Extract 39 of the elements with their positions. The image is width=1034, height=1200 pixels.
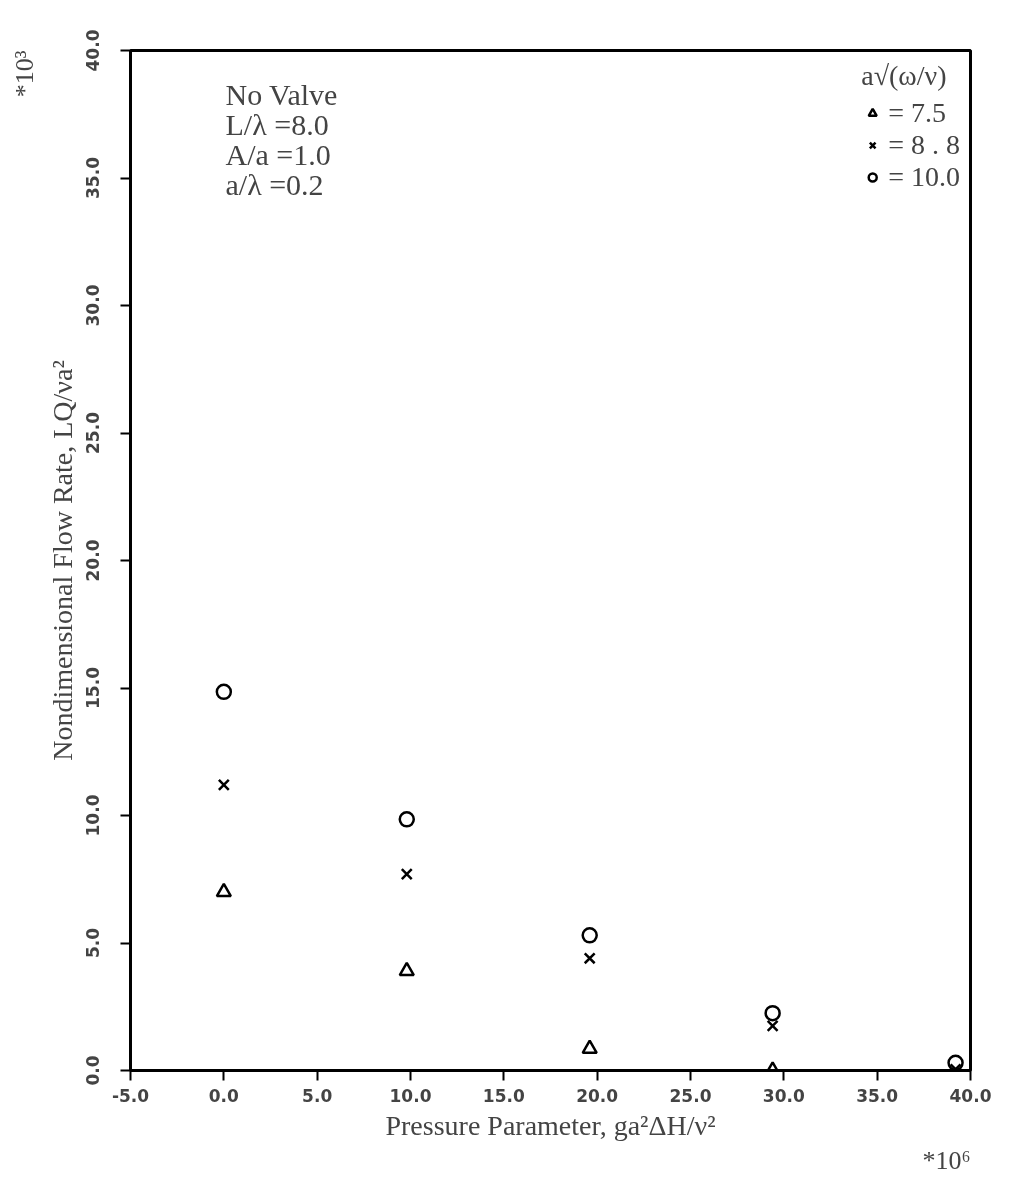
y-tick-label: 25.0 xyxy=(82,411,103,454)
x-tick-label: 0.0 xyxy=(208,1085,240,1106)
y-axis-title: Nondimensional Flow Rate, LQ/νa² xyxy=(46,360,78,761)
y-tick-label: 35.0 xyxy=(82,156,103,199)
x-tick-label: -5.0 xyxy=(111,1085,150,1106)
text: *10⁶ xyxy=(922,1145,971,1175)
point xyxy=(766,1019,779,1033)
point xyxy=(581,927,598,944)
x-tick-label: 25.0 xyxy=(669,1085,712,1106)
point xyxy=(947,1054,964,1071)
point xyxy=(398,811,416,828)
point xyxy=(764,1004,781,1022)
legend-label: = 8 . 8 xyxy=(888,129,960,161)
point xyxy=(215,683,233,701)
legend-label: = 10.0 xyxy=(888,161,960,193)
y-tick-label: 30.0 xyxy=(82,284,103,327)
legend-label: = 7.5 xyxy=(888,97,946,129)
point xyxy=(215,882,233,898)
y-tick-label: 40.0 xyxy=(82,29,103,72)
y-tick-label: 5.0 xyxy=(82,927,103,959)
y-tick-label: 20.0 xyxy=(82,539,103,582)
y-tick-label: 0.0 xyxy=(82,1055,103,1086)
x-tick-label: 20.0 xyxy=(576,1085,619,1106)
point xyxy=(217,778,231,792)
text: *10³ xyxy=(9,50,39,98)
x-tick-label: 30.0 xyxy=(762,1085,805,1106)
x-tick-label: 15.0 xyxy=(482,1085,525,1106)
point xyxy=(400,867,413,881)
y-tick-label: 15.0 xyxy=(82,666,103,709)
point xyxy=(583,952,596,965)
point xyxy=(581,1039,598,1055)
x-tick-label: 5.0 xyxy=(302,1085,333,1106)
legend-title: a√(ω/ν) xyxy=(861,60,948,92)
x-tick-label: 35.0 xyxy=(856,1085,899,1106)
x-axis-title: Pressure Parameter, ga²ΔH/ν² xyxy=(385,1109,716,1141)
y-tick-label: 10.0 xyxy=(82,794,103,837)
x-tick-label: 40.0 xyxy=(949,1085,992,1106)
x-tick-label: 10.0 xyxy=(389,1085,432,1106)
point xyxy=(398,961,416,977)
